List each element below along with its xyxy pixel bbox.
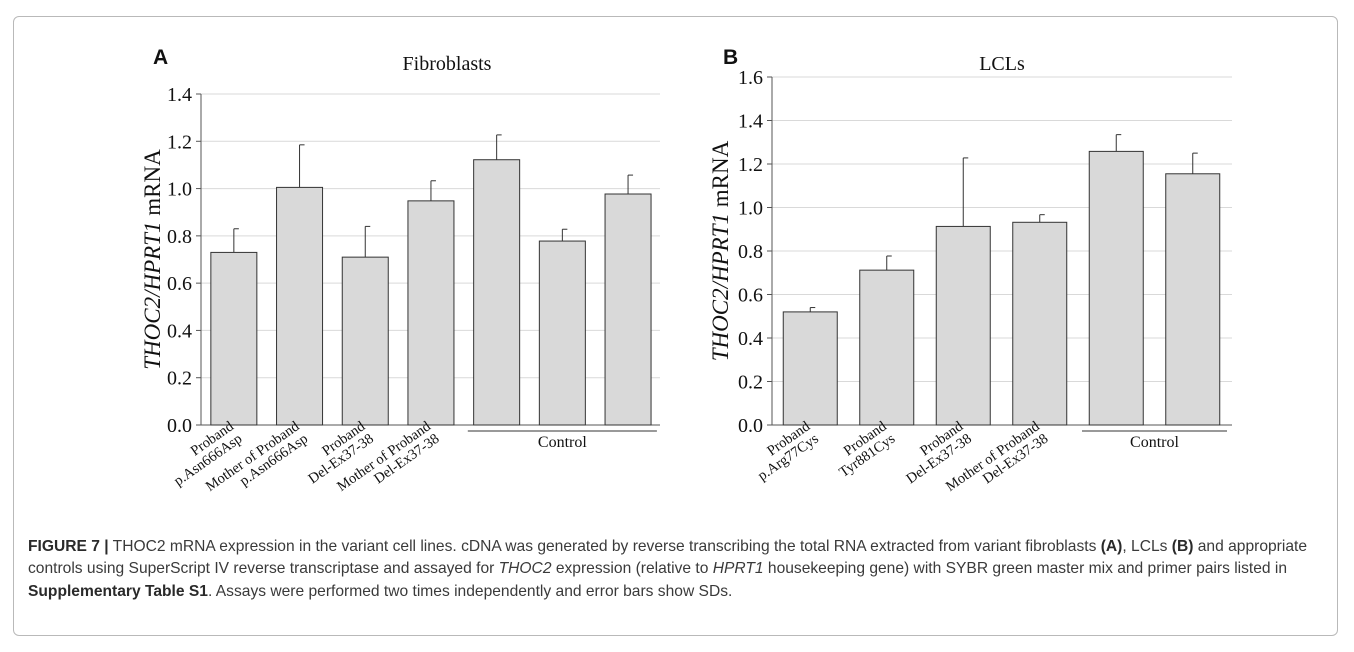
y-axis-label-italic: THOC2/HPRT1 [140, 221, 165, 369]
y-axis-label-suffix: mRNA [708, 140, 733, 213]
chart-title: LCLs [979, 53, 1025, 75]
y-tick-label: 0.8 [738, 241, 763, 263]
y-axis-label-italic: THOC2/HPRT1 [708, 213, 733, 361]
caption-part: THOC2 mRNA expression in the variant cel… [108, 538, 1101, 555]
y-tick-label: 0.4 [738, 328, 763, 350]
y-tick-label: 1.4 [167, 84, 192, 106]
y-tick-label: 1.2 [738, 154, 763, 176]
control-group-label: Control [538, 434, 587, 451]
y-tick-label: 0.2 [738, 372, 763, 394]
y-tick-label: 1.0 [738, 198, 763, 220]
figure-caption: FIGURE 7 | THOC2 mRNA expression in the … [28, 536, 1328, 603]
caption-part: HPRT1 [712, 560, 764, 578]
y-tick-label: 0.6 [738, 285, 763, 307]
y-tick-label: 0.8 [167, 226, 192, 248]
bar [210, 251, 258, 426]
y-axis-label: THOC2/HPRT1 mRNA [708, 140, 733, 361]
caption-part: housekeeping gene) with SYBR green maste… [763, 560, 1288, 578]
chart-panel-a: 0.0 0.2 0.4 0.6 0.8 1.0 1.2 1.4 A Fibroblasts THOC… [140, 46, 660, 495]
y-axis-label: THOC2/HPRT1 mRNA [140, 149, 165, 370]
caption-part: expression (relative to [551, 560, 713, 578]
bar [1088, 150, 1144, 426]
chart-panel-b: 0.0 0.2 0.4 0.6 0.8 1.0 1.2 1.4 1.6B LCLs THOC2/HP… [708, 46, 1232, 495]
bar [1012, 221, 1068, 426]
y-tick-label: 1.2 [167, 131, 192, 153]
bar [473, 159, 521, 426]
caption-part: (B) [1171, 538, 1194, 555]
bar [859, 269, 915, 426]
bar [782, 311, 838, 426]
y-axis-label-suffix: mRNA [140, 149, 165, 222]
caption-text: THOC2 mRNA expression in the variant cel… [28, 538, 1307, 600]
panel-letter: B [723, 46, 738, 69]
chart-title: Fibroblasts [403, 53, 492, 75]
bar [341, 256, 389, 426]
y-tick-label: 0.4 [167, 320, 192, 342]
bar [935, 225, 991, 426]
caption-part: Supplementary Table S1 [28, 582, 208, 600]
y-tick-label: 0.0 [167, 415, 192, 437]
caption-part: . Assays were performed two times indepe… [207, 582, 733, 600]
bar [604, 193, 652, 426]
bar [407, 200, 455, 426]
y-tick-label: 1.6 [738, 67, 763, 89]
bar [1165, 173, 1221, 426]
y-tick-label: 1.4 [738, 111, 763, 133]
control-group-label: Control [1130, 434, 1179, 451]
y-tick-label: 0.6 [167, 273, 192, 295]
caption-part: and appropriate controls using SuperScri… [28, 538, 1307, 578]
figure-label: FIGURE 7 | [28, 538, 109, 555]
figure-charts: 0.0 0.2 0.4 0.6 0.8 1.0 1.2 1.4 A Fibroblasts THOC… [140, 46, 1232, 495]
caption-part: , LCLs [1122, 538, 1172, 555]
caption-part: THOC2 [498, 560, 552, 578]
caption-part: (A) [1100, 538, 1123, 555]
y-tick-label: 1.0 [167, 179, 192, 201]
y-tick-label: 0.2 [167, 368, 192, 390]
bar [276, 186, 324, 426]
panel-letter: A [153, 46, 168, 69]
bar [538, 240, 586, 426]
y-tick-label: 0.0 [738, 415, 763, 437]
